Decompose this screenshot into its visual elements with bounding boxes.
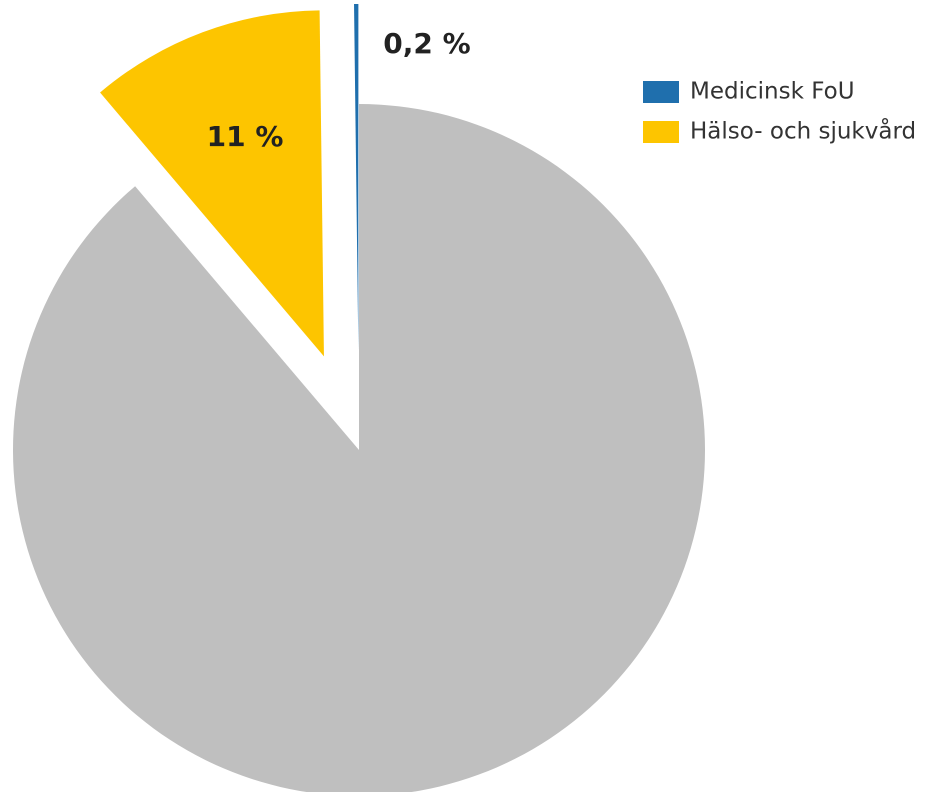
legend-swatch xyxy=(643,81,679,103)
value-label: 11 % xyxy=(207,120,284,153)
legend-swatch xyxy=(643,121,679,143)
pie-slice xyxy=(100,10,324,357)
pie-slice xyxy=(13,104,705,792)
pie-slice xyxy=(354,4,359,351)
value-label: 0,2 % xyxy=(383,27,470,60)
legend-label: Hälso- och sjukvård xyxy=(690,117,916,145)
legend-label: Medicinsk FoU xyxy=(690,79,855,105)
